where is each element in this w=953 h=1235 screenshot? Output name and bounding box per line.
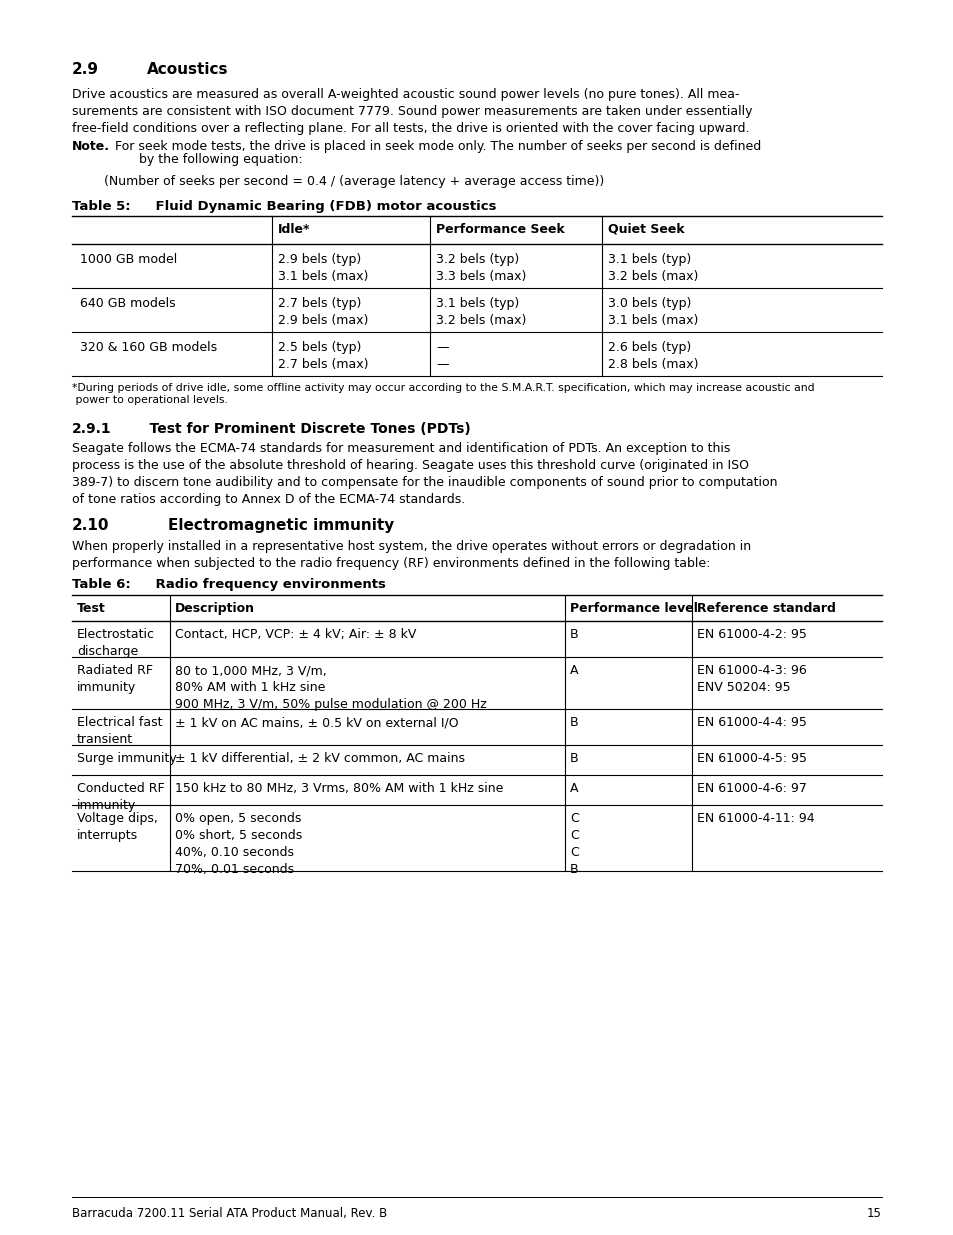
Text: 2.10: 2.10 xyxy=(71,517,110,534)
Text: B: B xyxy=(569,752,578,764)
Text: 15: 15 xyxy=(866,1207,882,1220)
Text: Seagate follows the ECMA-74 standards for measurement and identification of PDTs: Seagate follows the ECMA-74 standards fo… xyxy=(71,442,777,506)
Text: Radiated RF
immunity: Radiated RF immunity xyxy=(77,664,152,694)
Text: power to operational levels.: power to operational levels. xyxy=(71,395,228,405)
Text: A: A xyxy=(569,782,578,795)
Text: EN 61000-4-5: 95: EN 61000-4-5: 95 xyxy=(697,752,806,764)
Text: 2.7 bels (typ)
2.9 bels (max): 2.7 bels (typ) 2.9 bels (max) xyxy=(277,296,368,327)
Text: EN 61000-4-11: 94: EN 61000-4-11: 94 xyxy=(697,811,814,825)
Text: Barracuda 7200.11 Serial ATA Product Manual, Rev. B: Barracuda 7200.11 Serial ATA Product Man… xyxy=(71,1207,387,1220)
Text: B: B xyxy=(569,629,578,641)
Text: 320 & 160 GB models: 320 & 160 GB models xyxy=(80,341,217,354)
Text: 3.1 bels (typ)
3.2 bels (max): 3.1 bels (typ) 3.2 bels (max) xyxy=(436,296,526,327)
Text: Performance Seek: Performance Seek xyxy=(436,224,564,236)
Text: —
—: — — xyxy=(436,341,448,370)
Text: Surge immunity: Surge immunity xyxy=(77,752,176,764)
Text: When properly installed in a representative host system, the drive operates with: When properly installed in a representat… xyxy=(71,540,750,571)
Text: B: B xyxy=(569,716,578,729)
Text: Electrical fast
transient: Electrical fast transient xyxy=(77,716,162,746)
Text: EN 61000-4-6: 97: EN 61000-4-6: 97 xyxy=(697,782,806,795)
Text: Test: Test xyxy=(77,601,106,615)
Text: ± 1 kV differential, ± 2 kV common, AC mains: ± 1 kV differential, ± 2 kV common, AC m… xyxy=(174,752,464,764)
Text: Contact, HCP, VCP: ± 4 kV; Air: ± 8 kV: Contact, HCP, VCP: ± 4 kV; Air: ± 8 kV xyxy=(174,629,416,641)
Text: ± 1 kV on AC mains, ± 0.5 kV on external I/O: ± 1 kV on AC mains, ± 0.5 kV on external… xyxy=(174,716,458,729)
Text: Conducted RF
immunity: Conducted RF immunity xyxy=(77,782,165,811)
Text: Voltage dips,
interrupts: Voltage dips, interrupts xyxy=(77,811,157,842)
Text: 150 kHz to 80 MHz, 3 Vrms, 80% AM with 1 kHz sine: 150 kHz to 80 MHz, 3 Vrms, 80% AM with 1… xyxy=(174,782,503,795)
Text: 80 to 1,000 MHz, 3 V/m,
80% AM with 1 kHz sine
900 MHz, 3 V/m, 50% pulse modulat: 80 to 1,000 MHz, 3 V/m, 80% AM with 1 kH… xyxy=(174,664,486,711)
Text: Electrostatic
discharge: Electrostatic discharge xyxy=(77,629,154,658)
Text: 1000 GB model: 1000 GB model xyxy=(80,253,177,266)
Text: 2.5 bels (typ)
2.7 bels (max): 2.5 bels (typ) 2.7 bels (max) xyxy=(277,341,368,370)
Text: 2.6 bels (typ)
2.8 bels (max): 2.6 bels (typ) 2.8 bels (max) xyxy=(607,341,698,370)
Text: 2.9: 2.9 xyxy=(71,62,99,77)
Text: *During periods of drive idle, some offline activity may occur according to the : *During periods of drive idle, some offl… xyxy=(71,383,814,393)
Text: Table 5:: Table 5: xyxy=(71,200,131,212)
Text: For seek mode tests, the drive is placed in seek mode only. The number of seeks : For seek mode tests, the drive is placed… xyxy=(107,140,760,153)
Text: 0% open, 5 seconds
0% short, 5 seconds
40%, 0.10 seconds
70%, 0.01 seconds: 0% open, 5 seconds 0% short, 5 seconds 4… xyxy=(174,811,302,876)
Text: Description: Description xyxy=(174,601,254,615)
Text: A: A xyxy=(569,664,578,677)
Text: 2.9.1: 2.9.1 xyxy=(71,422,112,436)
Text: Note.: Note. xyxy=(71,140,110,153)
Text: Drive acoustics are measured as overall A-weighted acoustic sound power levels (: Drive acoustics are measured as overall … xyxy=(71,88,752,135)
Text: EN 61000-4-2: 95: EN 61000-4-2: 95 xyxy=(697,629,806,641)
Text: Quiet Seek: Quiet Seek xyxy=(607,224,684,236)
Text: Table 6:: Table 6: xyxy=(71,578,131,592)
Text: Radio frequency environments: Radio frequency environments xyxy=(137,578,385,592)
Text: Test for Prominent Discrete Tones (PDTs): Test for Prominent Discrete Tones (PDTs) xyxy=(130,422,470,436)
Text: Performance level: Performance level xyxy=(569,601,698,615)
Text: 3.1 bels (typ)
3.2 bels (max): 3.1 bels (typ) 3.2 bels (max) xyxy=(607,253,698,283)
Text: 3.2 bels (typ)
3.3 bels (max): 3.2 bels (typ) 3.3 bels (max) xyxy=(436,253,526,283)
Text: EN 61000-4-4: 95: EN 61000-4-4: 95 xyxy=(697,716,806,729)
Text: Reference standard: Reference standard xyxy=(697,601,835,615)
Text: Fluid Dynamic Bearing (FDB) motor acoustics: Fluid Dynamic Bearing (FDB) motor acoust… xyxy=(137,200,496,212)
Text: 640 GB models: 640 GB models xyxy=(80,296,175,310)
Text: Electromagnetic immunity: Electromagnetic immunity xyxy=(147,517,394,534)
Text: (Number of seeks per second = 0.4 / (average latency + average access time)): (Number of seeks per second = 0.4 / (ave… xyxy=(71,175,603,188)
Text: by the following equation:: by the following equation: xyxy=(107,153,302,165)
Text: C
C
C
B: C C C B xyxy=(569,811,578,876)
Text: 3.0 bels (typ)
3.1 bels (max): 3.0 bels (typ) 3.1 bels (max) xyxy=(607,296,698,327)
Text: Idle*: Idle* xyxy=(277,224,310,236)
Text: 2.9 bels (typ)
3.1 bels (max): 2.9 bels (typ) 3.1 bels (max) xyxy=(277,253,368,283)
Text: Acoustics: Acoustics xyxy=(147,62,229,77)
Text: EN 61000-4-3: 96
ENV 50204: 95: EN 61000-4-3: 96 ENV 50204: 95 xyxy=(697,664,806,694)
